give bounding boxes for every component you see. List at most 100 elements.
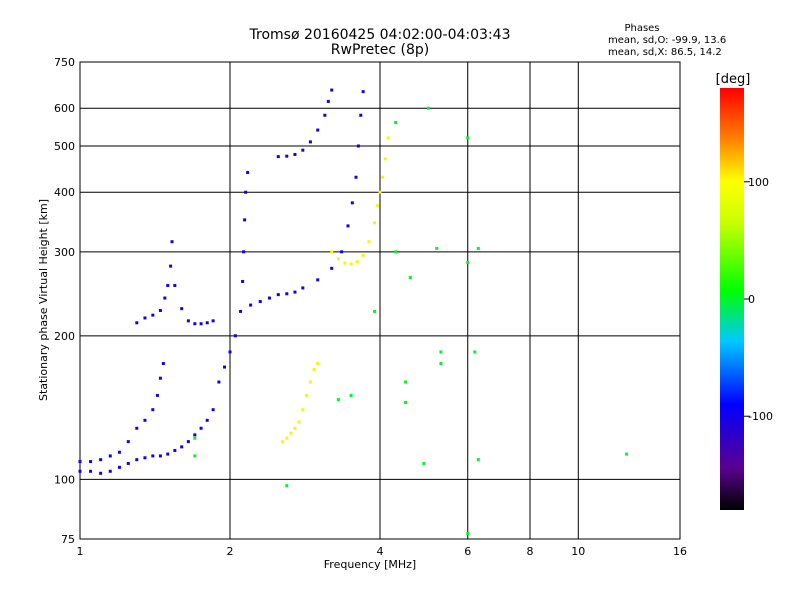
data-point	[375, 204, 379, 208]
data-point	[78, 469, 82, 473]
data-point	[426, 106, 430, 110]
data-point	[289, 431, 293, 435]
data-point	[211, 319, 215, 323]
data-point	[330, 88, 334, 92]
data-point	[158, 376, 162, 380]
data-point	[258, 300, 262, 304]
data-point	[276, 293, 280, 297]
data-point	[381, 175, 385, 179]
data-point	[217, 380, 221, 384]
data-point	[242, 250, 246, 254]
y-tick-label: 500	[54, 140, 75, 153]
data-point	[625, 452, 629, 456]
x-tick-label: 16	[673, 545, 687, 558]
colorbar-tick-label: 100	[748, 176, 769, 189]
colorbar-ticks: 100 0 -100	[744, 176, 773, 423]
data-point	[350, 201, 354, 205]
data-point	[205, 418, 209, 422]
data-point	[373, 309, 377, 313]
data-point	[439, 361, 443, 365]
y-tick-label: 75	[61, 533, 75, 546]
data-point	[199, 426, 203, 430]
data-point	[186, 440, 190, 444]
y-tick-label: 400	[54, 186, 75, 199]
grid-lines	[80, 62, 680, 539]
chart-title: Tromsø 20160425 04:02:00-04:03:43	[249, 27, 511, 43]
data-point	[439, 350, 443, 354]
data-point	[367, 240, 371, 244]
data-point	[193, 436, 197, 440]
data-point	[233, 334, 237, 338]
data-point	[143, 418, 147, 422]
data-point	[135, 458, 139, 462]
data-point	[336, 257, 340, 261]
data-point	[349, 393, 353, 397]
data-point	[293, 290, 297, 294]
data-point	[316, 361, 320, 365]
x-tick-label: 10	[571, 545, 585, 558]
data-point	[356, 144, 360, 148]
data-point	[466, 532, 470, 536]
data-point	[173, 283, 177, 287]
data-point	[89, 460, 93, 464]
data-point	[170, 240, 174, 244]
data-point	[301, 408, 305, 412]
data-point	[281, 440, 285, 444]
data-point	[323, 113, 327, 117]
data-point	[386, 136, 390, 140]
data-point	[394, 250, 398, 254]
data-point	[205, 321, 209, 325]
data-point	[336, 398, 340, 402]
data-point	[186, 319, 190, 323]
data-point	[99, 458, 103, 462]
data-point	[297, 420, 301, 424]
data-point	[308, 140, 312, 144]
data-point	[361, 90, 365, 94]
x-tick-label: 4	[377, 545, 384, 558]
data-point	[193, 322, 197, 326]
data-point	[293, 426, 297, 430]
data-point	[466, 260, 470, 264]
data-point	[161, 361, 165, 365]
data-point	[373, 221, 377, 225]
data-point	[151, 408, 155, 412]
y-tick-label: 100	[54, 473, 75, 486]
colorbar	[720, 88, 744, 510]
data-point	[228, 350, 232, 354]
colorbar-tick-label: 0	[748, 293, 755, 306]
data-point	[241, 279, 245, 283]
data-point	[243, 218, 247, 222]
data-point	[293, 152, 297, 156]
x-tick-label: 6	[464, 545, 471, 558]
data-point	[151, 313, 155, 317]
data-point	[239, 309, 243, 313]
data-point	[346, 224, 350, 228]
data-point	[378, 190, 382, 194]
x-tick-label: 1	[77, 545, 84, 558]
data-point	[169, 264, 173, 268]
data-point	[199, 322, 203, 326]
data-point	[361, 253, 365, 257]
data-point	[135, 426, 139, 430]
y-tick-label: 600	[54, 102, 75, 115]
data-point	[173, 448, 177, 452]
data-point	[312, 367, 316, 371]
data-point	[403, 400, 407, 404]
data-point	[166, 452, 170, 456]
data-point	[193, 454, 197, 458]
data-point	[476, 246, 480, 250]
x-tick-label: 8	[527, 545, 534, 558]
y-tick-label: 200	[54, 330, 75, 343]
data-point	[394, 121, 398, 125]
data-point	[143, 456, 147, 460]
data-point	[340, 250, 344, 254]
phase-stats-x: mean, sd,X: 86.5, 14.2	[608, 47, 722, 58]
data-point	[301, 148, 305, 152]
data-point	[435, 246, 439, 250]
data-points	[78, 88, 629, 536]
data-point	[349, 262, 353, 266]
data-point	[316, 278, 320, 282]
colorbar-tick-label: -100	[748, 410, 773, 423]
data-point	[126, 440, 130, 444]
